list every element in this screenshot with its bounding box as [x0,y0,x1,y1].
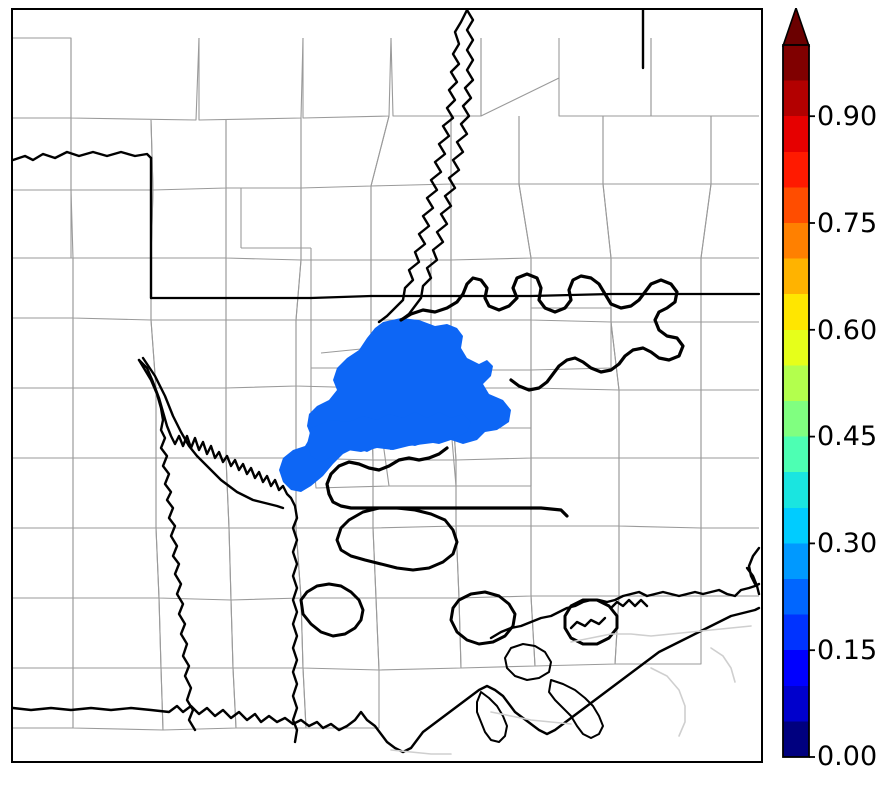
colorbar-outline [782,44,810,758]
colorbar-tick-label-015: 0.15 [817,635,877,666]
colorbar-tick-label-030: 0.30 [817,528,877,559]
colorbar-tick-label-090: 0.90 [817,101,877,132]
map-panel [11,8,763,763]
offshore-water-lines [390,625,752,755]
colorbar-bands [783,45,809,757]
colorbar-tick-label-045: 0.45 [817,421,877,452]
colorbar-panel: 0.90 0.75 0.60 0.45 0.30 0.15 0.00 [781,8,877,770]
shaded-watershed-basin [279,318,511,492]
state-boundaries [11,8,761,754]
colorbar-tick-label-060: 0.60 [817,315,877,346]
colorbar-canvas [781,8,815,758]
colorbar-tick-label-075: 0.75 [817,208,877,239]
colorbar-extend-arrow [781,8,811,47]
colorbar-ticks [809,115,815,758]
county-boundaries [13,37,759,731]
colorbar-tick-label-000: 0.00 [817,741,877,772]
map-canvas [11,8,761,755]
